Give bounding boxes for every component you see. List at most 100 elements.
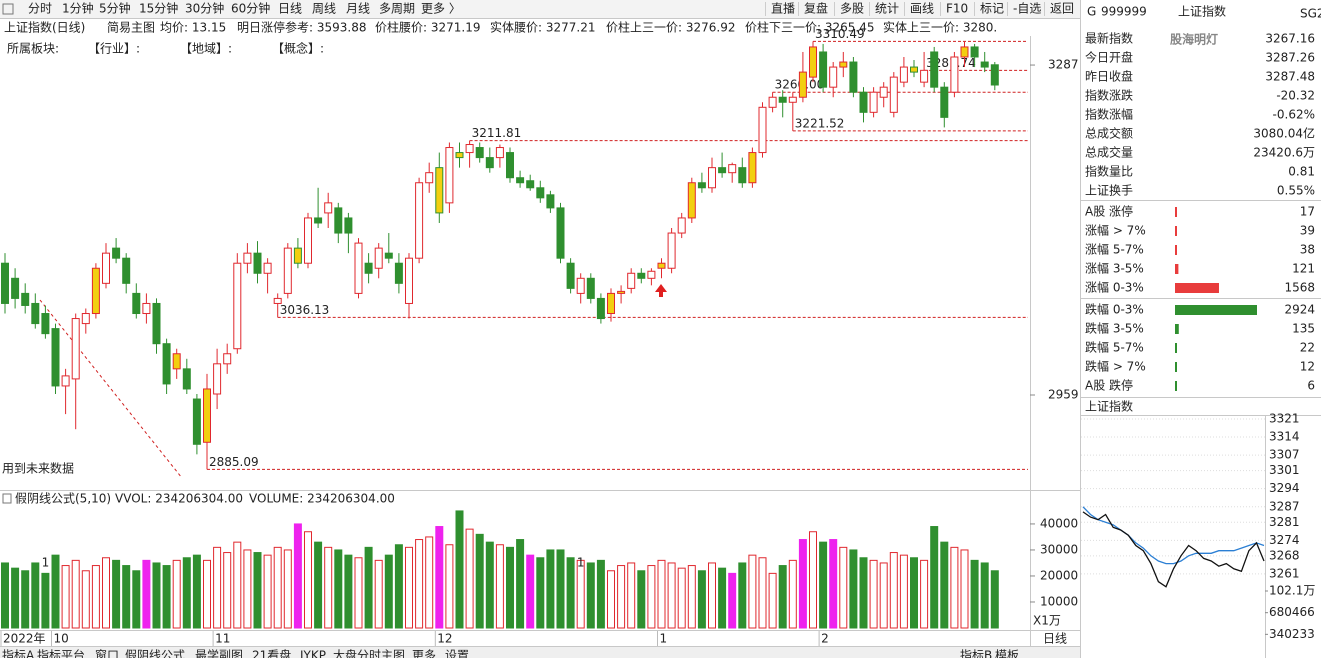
candle-body <box>364 262 373 274</box>
candle-body <box>899 66 908 83</box>
menu-icon[interactable] <box>2 3 14 15</box>
candle-body <box>102 252 110 284</box>
period-tab[interactable]: 30分钟 <box>185 1 224 16</box>
candle-body <box>758 106 767 154</box>
period-tab[interactable]: 月线 <box>346 2 370 16</box>
period-tab[interactable]: 5分钟 <box>99 1 131 16</box>
period-tab[interactable]: 60分钟 <box>231 1 270 16</box>
volume-bar <box>405 546 413 629</box>
period-tab[interactable]: 分时 <box>28 2 52 16</box>
bottom-tab[interactable]: 大盘分时主图 <box>333 648 405 658</box>
candle-body <box>718 167 727 174</box>
x-tick-label: 2022年 <box>3 632 46 646</box>
tool-button[interactable]: 返回 <box>1050 2 1074 16</box>
period-label: 日线 <box>1043 632 1067 646</box>
bottom-tab[interactable]: 21看盘 <box>252 648 291 658</box>
breadth-value: 17 <box>1300 205 1315 219</box>
volume-bar <box>718 567 727 629</box>
bottom-tab[interactable]: 模板 <box>995 649 1019 658</box>
candle-body <box>293 247 302 264</box>
volume-bar <box>435 526 444 629</box>
candle-body <box>11 277 20 299</box>
candle-body <box>526 180 535 189</box>
breadth-value: 6 <box>1307 379 1315 393</box>
signal-label: 1 <box>42 556 50 570</box>
volume-bar <box>152 562 161 629</box>
volume-bar <box>21 570 30 629</box>
candle-body <box>940 86 949 118</box>
breadth-label: 跌幅 > 7% <box>1085 359 1146 374</box>
bottom-tab[interactable]: 假阴线公式 <box>125 649 185 658</box>
tool-button[interactable]: 画线 <box>910 2 934 16</box>
annotation: 用到未来数据 <box>2 461 74 476</box>
candle-body <box>930 51 939 88</box>
period-tab[interactable]: 更多 〉 <box>421 2 461 16</box>
candle-body <box>970 46 979 58</box>
volume-bar <box>233 541 242 629</box>
tool-button[interactable]: 多股 <box>840 2 864 16</box>
period-tab[interactable]: 周线 <box>312 2 336 16</box>
candle-body <box>394 262 403 284</box>
candle-body <box>485 157 494 169</box>
quote-label: 指数涨跌 <box>1085 88 1133 103</box>
candle-body <box>637 272 646 279</box>
tool-button[interactable]: 标记 <box>980 2 1004 16</box>
candle-body <box>859 91 868 113</box>
tool-button[interactable]: 直播 <box>771 2 795 16</box>
bottom-tab[interactable]: JYKP <box>299 649 326 658</box>
candle-body <box>667 232 676 269</box>
period-tab[interactable]: 15分钟 <box>139 1 178 16</box>
bottom-tab[interactable]: 窗口 <box>95 649 119 658</box>
candle-body <box>819 51 828 88</box>
candle-body <box>374 247 383 269</box>
bottom-tab[interactable]: 设置 <box>445 649 469 658</box>
tool-button[interactable]: F10 <box>946 2 968 16</box>
breadth-bar <box>1175 283 1219 293</box>
candle-body <box>61 375 70 387</box>
signal-label: 1 <box>577 556 585 570</box>
y-tick-label: 20000 <box>1040 568 1078 582</box>
breadth-bar <box>1175 381 1177 391</box>
candle-body <box>425 172 434 184</box>
bottom-tab[interactable]: 指标A <box>2 648 35 658</box>
x-tick-label: 2 <box>821 632 829 646</box>
tool-button[interactable]: 复盘 <box>804 1 828 16</box>
sector-label: 【行业】: <box>88 42 140 56</box>
quote-value: 0.81 <box>1288 165 1315 179</box>
breadth-value: 38 <box>1300 243 1315 257</box>
period-tab[interactable]: 多周期 <box>379 2 415 16</box>
y-tick-label: 3268 <box>1269 548 1300 562</box>
bottom-tab[interactable]: 更多 <box>412 649 436 658</box>
candle-body <box>869 91 878 113</box>
chart-mode[interactable]: 简易主图 <box>107 21 155 35</box>
tool-button[interactable]: 统计 <box>875 2 899 16</box>
candle-body <box>809 46 817 78</box>
volume-bar <box>465 528 474 629</box>
candle-body <box>475 147 484 159</box>
price-level-label: 3036.13 <box>280 303 330 317</box>
volume-bar <box>304 531 312 629</box>
tool-button[interactable]: -自选 <box>1013 2 1041 16</box>
candle-body <box>788 96 797 103</box>
intraday-line <box>1082 511 1265 588</box>
volume-bar <box>566 557 575 629</box>
candle-body <box>657 262 666 269</box>
quote-value: -0.62% <box>1273 108 1315 122</box>
info-item: 实体上三一价: 3280. <box>883 20 997 35</box>
y-tick-label: 3321 <box>1269 411 1300 425</box>
period-tab[interactable]: 1分钟 <box>62 1 94 16</box>
indicator-icon[interactable] <box>2 493 12 504</box>
bottom-tab[interactable]: 指标B <box>960 648 992 658</box>
chart-title: 上证指数(日线) <box>4 20 85 35</box>
candle-body <box>576 277 585 294</box>
candle-body <box>31 302 40 325</box>
bottom-tab[interactable]: 指标平台 <box>37 648 85 658</box>
candle-body <box>233 262 242 350</box>
stock-tag: SG2 <box>1300 7 1321 21</box>
bottom-tab[interactable]: 最学副图 <box>195 648 243 658</box>
candle-body <box>41 313 50 335</box>
y-tick-label: 3287 <box>1048 58 1079 72</box>
volume-bar <box>324 546 333 629</box>
period-tab[interactable]: 日线 <box>278 2 302 16</box>
